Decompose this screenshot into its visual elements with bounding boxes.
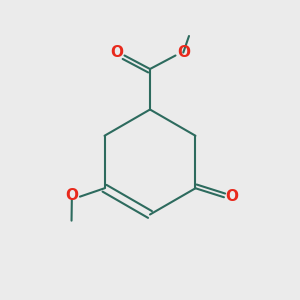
Text: O: O	[110, 45, 123, 60]
Text: O: O	[65, 188, 78, 203]
Text: O: O	[177, 45, 190, 60]
Text: O: O	[226, 189, 238, 204]
